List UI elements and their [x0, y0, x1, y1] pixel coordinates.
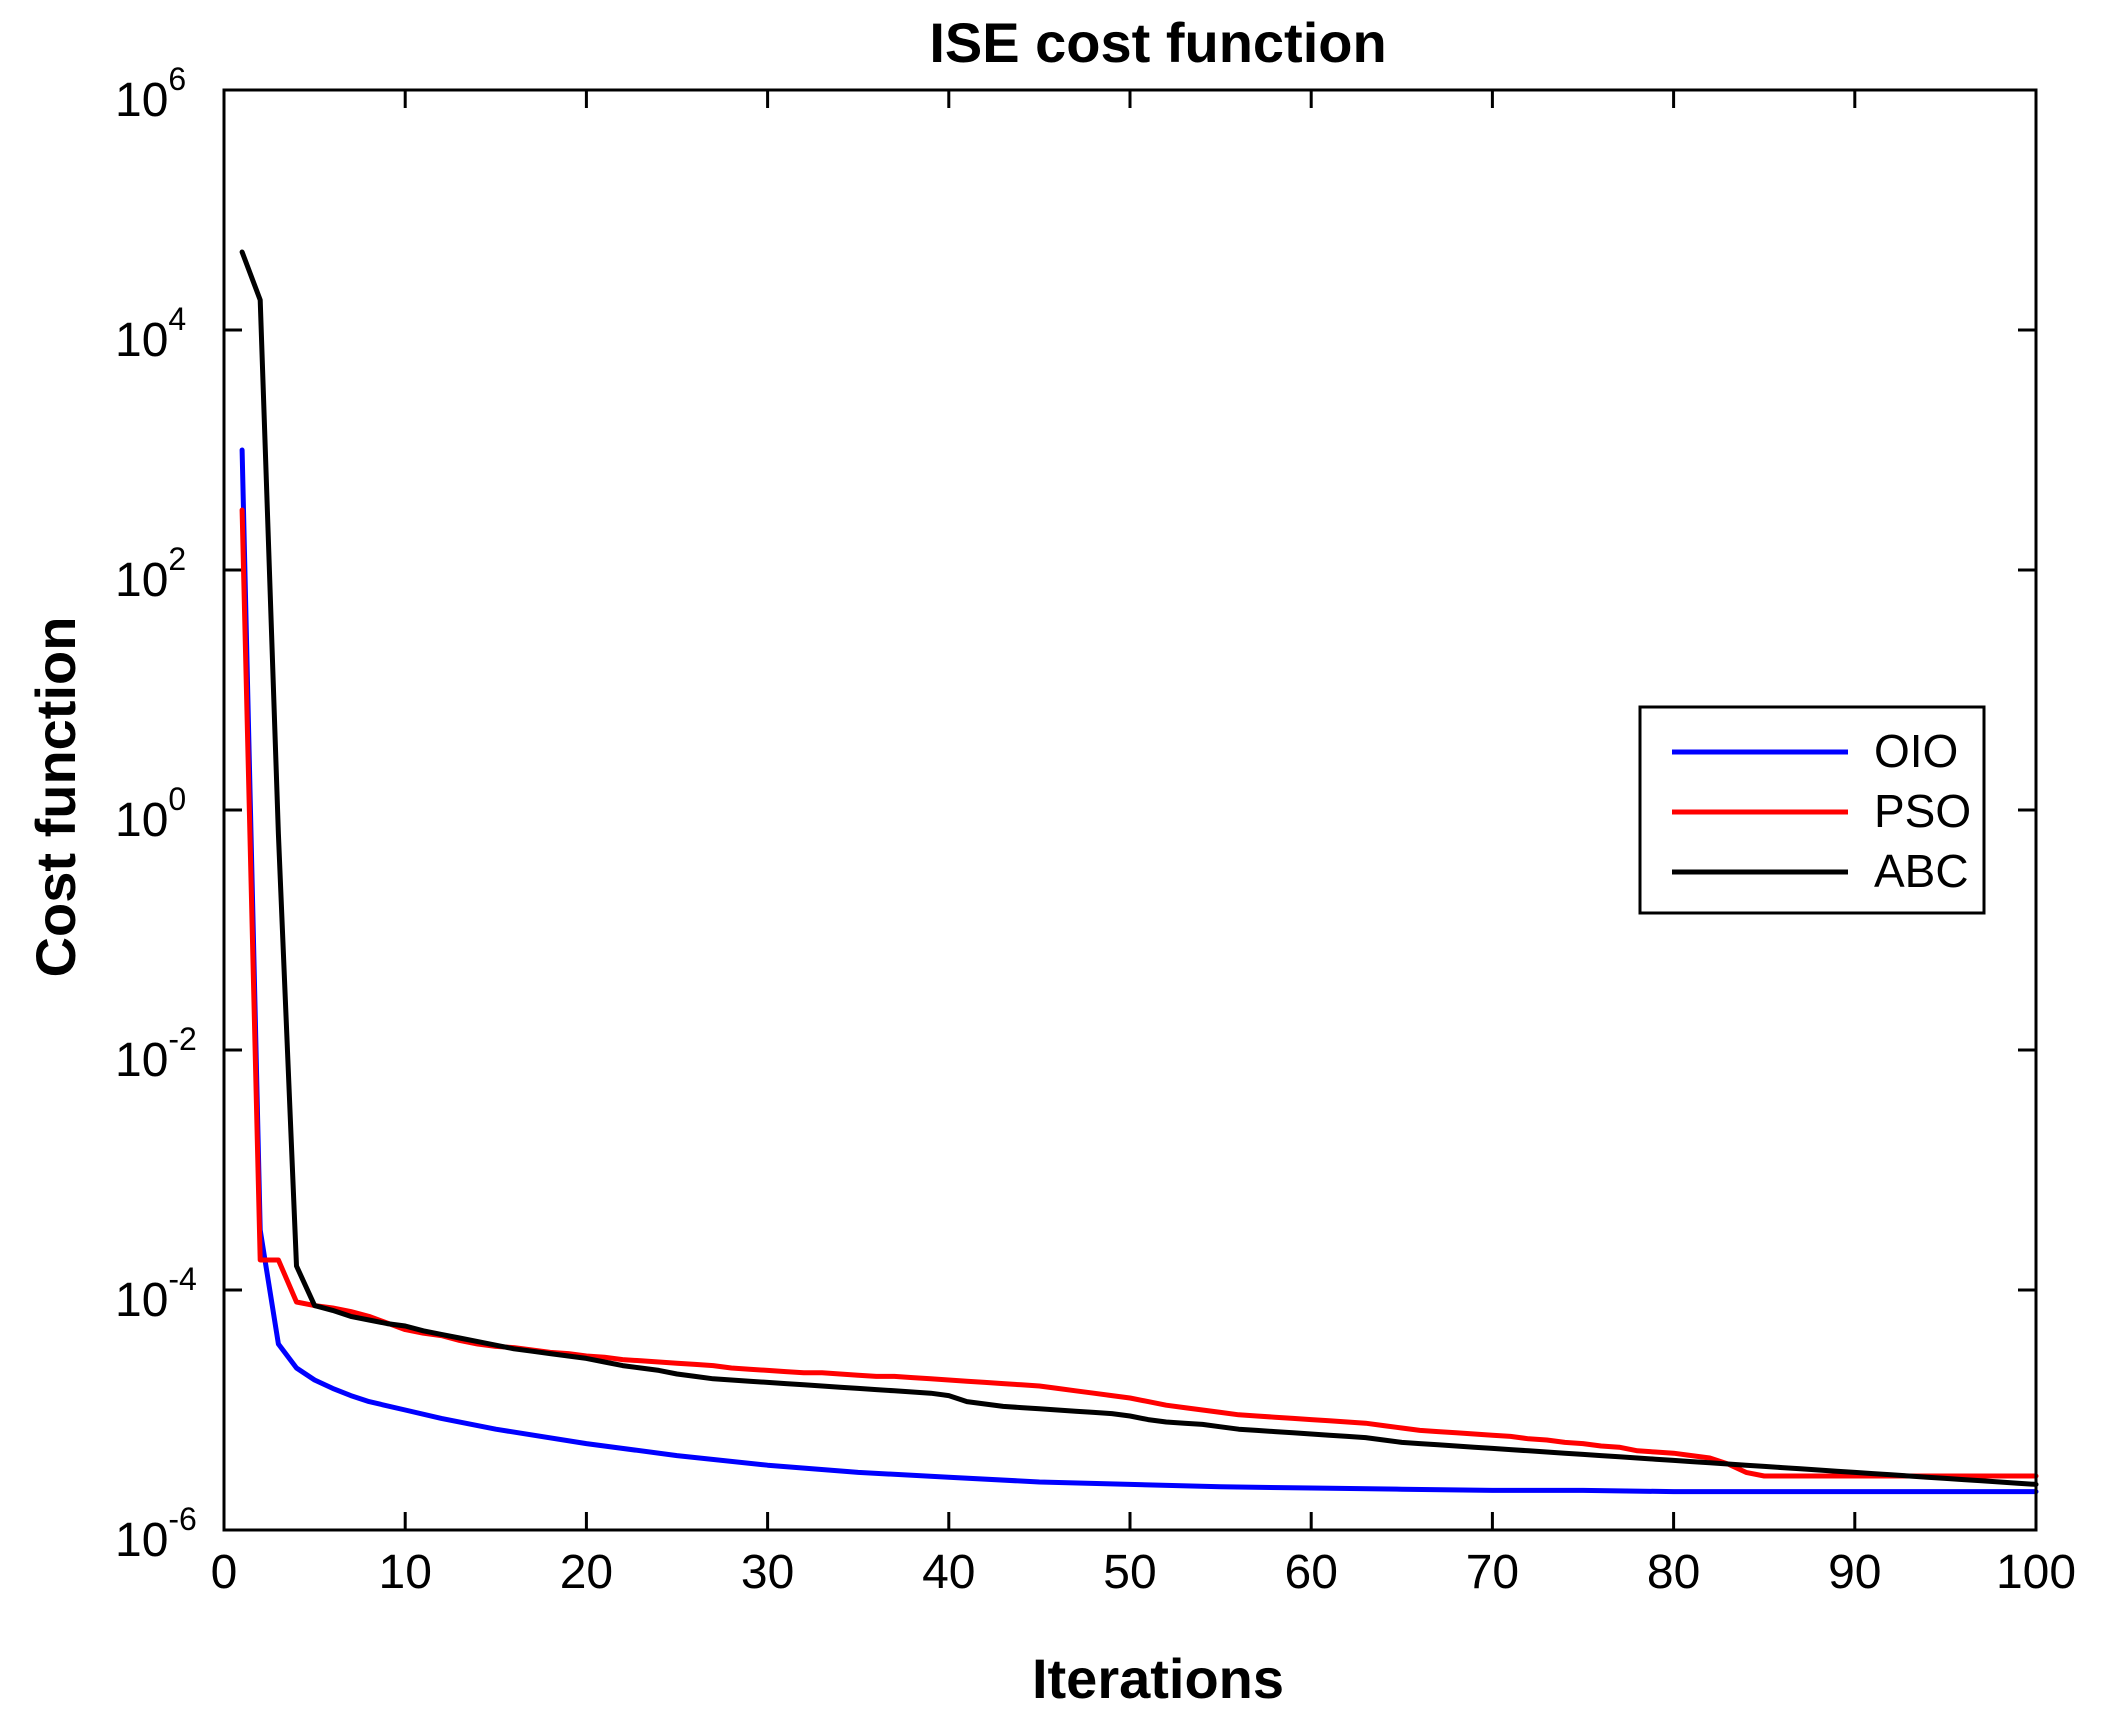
x-tick-label: 0 — [211, 1546, 238, 1599]
y-tick-base: 10 — [115, 1034, 168, 1087]
legend-label-abc: ABC — [1874, 845, 1969, 897]
y-tick-base: 10 — [115, 314, 168, 367]
series-lines — [239, 249, 2039, 1495]
legend-label-pso: PSO — [1874, 785, 1971, 837]
x-tick-label: 50 — [1103, 1546, 1156, 1599]
y-tick-label: 106 — [115, 61, 186, 127]
plot-frame — [222, 88, 2038, 1532]
y-tick-exponent: -2 — [168, 1021, 196, 1057]
y-tick-label: 100 — [115, 781, 186, 847]
legend: OIO PSO ABC — [1638, 705, 1986, 915]
x-tick-label: 20 — [560, 1546, 613, 1599]
y-tick-exponent: -4 — [168, 1261, 196, 1297]
x-axis-label: Iterations — [1032, 1647, 1284, 1710]
x-tick-label: 60 — [1285, 1546, 1338, 1599]
y-tick-label: 10-2 — [115, 1021, 197, 1087]
x-tick-label: 80 — [1647, 1546, 1700, 1599]
y-tick-label: 102 — [115, 541, 186, 607]
x-tick-label: 10 — [379, 1546, 432, 1599]
y-tick-base: 10 — [115, 794, 168, 847]
series-line-oio — [239, 447, 2039, 1495]
y-tick-exponent: 6 — [168, 61, 186, 97]
y-tick-label: 10-6 — [115, 1501, 197, 1567]
y-tick-exponent: 2 — [168, 541, 186, 577]
y-tick-base: 10 — [115, 1514, 168, 1567]
y-axis-label: Cost function — [24, 617, 87, 978]
x-tick-labels: 0 10 20 30 40 50 60 70 80 90 100 — [211, 1546, 2076, 1599]
y-tick-base: 10 — [115, 1274, 168, 1327]
legend-label-oio: OIO — [1874, 725, 1958, 777]
y-tick-exponent: 0 — [168, 781, 186, 817]
y-tick-exponent: -6 — [168, 1501, 196, 1537]
y-tick-label: 104 — [115, 301, 186, 367]
chart-title: ISE cost function — [929, 11, 1386, 74]
y-tick-base: 10 — [115, 74, 168, 127]
y-tick-base: 10 — [115, 554, 168, 607]
x-tick-label: 30 — [741, 1546, 794, 1599]
x-tick-label: 100 — [1996, 1546, 2076, 1599]
x-tick-label: 40 — [922, 1546, 975, 1599]
y-tick-label: 10-4 — [115, 1261, 197, 1327]
x-tick-label: 90 — [1828, 1546, 1881, 1599]
series-line-abc — [239, 249, 2039, 1487]
x-tick-label: 70 — [1466, 1546, 1519, 1599]
y-tick-exponent: 4 — [168, 301, 186, 337]
